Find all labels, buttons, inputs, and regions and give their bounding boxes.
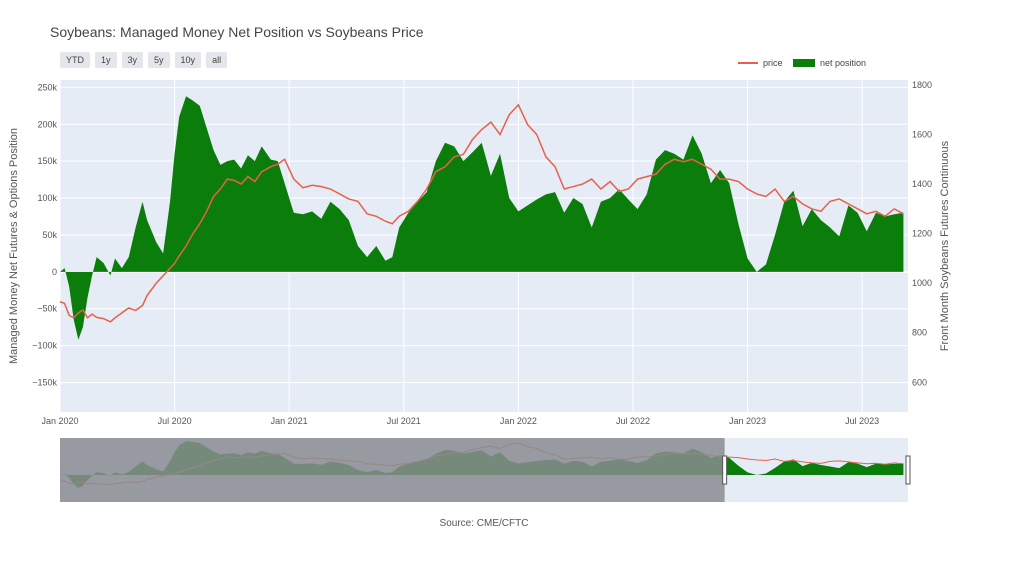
left-axis-title: Managed Money Net Futures & Options Posi… bbox=[8, 128, 20, 364]
price-line-group bbox=[59, 103, 904, 323]
price-series bbox=[59, 103, 904, 323]
x-tick-label: Jul 2020 bbox=[158, 416, 192, 426]
range-selector: YTD 1y 3y 5y 10y all bbox=[60, 52, 228, 68]
range-slider-right-handle[interactable] bbox=[905, 455, 911, 485]
net-position-area bbox=[60, 96, 904, 340]
x-tick-label: Jan 2023 bbox=[729, 416, 766, 426]
range-button-all[interactable]: all bbox=[206, 52, 228, 68]
range-button-10y[interactable]: 10y bbox=[174, 52, 202, 68]
left-tick-label: −50k bbox=[37, 304, 57, 314]
left-tick-label: 250k bbox=[37, 82, 57, 92]
left-tick-label: 50k bbox=[42, 230, 57, 240]
right-tick-label: 1800 bbox=[912, 80, 932, 90]
left-tick-label: 100k bbox=[37, 193, 57, 203]
left-tick-label: 200k bbox=[37, 119, 57, 129]
range-button-1y[interactable]: 1y bbox=[95, 52, 117, 68]
chart-title: Soybeans: Managed Money Net Position vs … bbox=[50, 24, 424, 40]
range-button-3y[interactable]: 3y bbox=[121, 52, 144, 68]
range-button-ytd[interactable]: YTD bbox=[60, 52, 90, 68]
range-button-5y[interactable]: 5y bbox=[148, 52, 170, 68]
right-tick-label: 1000 bbox=[912, 278, 932, 288]
right-axis-title: Front Month Soybeans Futures Continuous bbox=[939, 140, 951, 351]
x-tick-label: Jul 2023 bbox=[845, 416, 879, 426]
range-slider-left-handle[interactable] bbox=[722, 455, 728, 485]
x-tick-label: Jul 2021 bbox=[387, 416, 421, 426]
right-tick-label: 600 bbox=[912, 377, 927, 387]
legend-net-swatch bbox=[793, 59, 815, 67]
x-tick-label: Jul 2022 bbox=[616, 416, 650, 426]
left-tick-label: 0 bbox=[52, 267, 57, 277]
x-axis-ticks: Jan 2020 Jul 2020 Jan 2021 Jul 2021 Jan 2022… bbox=[41, 416, 879, 426]
source-note: Source: CME/CFTC bbox=[440, 518, 529, 529]
legend-price-label[interactable]: price bbox=[763, 58, 783, 68]
right-tick-label: 1400 bbox=[912, 179, 932, 189]
net-position-series bbox=[60, 96, 904, 340]
right-tick-label: 800 bbox=[912, 328, 927, 338]
x-tick-label: Jan 2021 bbox=[271, 416, 308, 426]
left-tick-label: 150k bbox=[37, 156, 57, 166]
right-tick-label: 1600 bbox=[912, 130, 932, 140]
right-tick-label: 1200 bbox=[912, 229, 932, 239]
range-slider[interactable] bbox=[59, 438, 911, 502]
left-axis-ticks: 250k 200k 150k 100k 50k 0 −50k −100k −150k bbox=[32, 82, 57, 387]
left-tick-label: −150k bbox=[32, 377, 57, 387]
legend-net-label[interactable]: net position bbox=[820, 58, 866, 68]
range-slider-unselected-mask bbox=[60, 438, 725, 502]
right-axis-ticks: 1800 1600 1400 1200 1000 800 600 bbox=[912, 80, 932, 387]
legend[interactable]: price net position bbox=[738, 58, 866, 68]
x-tick-label: Jan 2022 bbox=[500, 416, 537, 426]
x-tick-label: Jan 2020 bbox=[41, 416, 78, 426]
left-tick-label: −100k bbox=[32, 341, 57, 351]
